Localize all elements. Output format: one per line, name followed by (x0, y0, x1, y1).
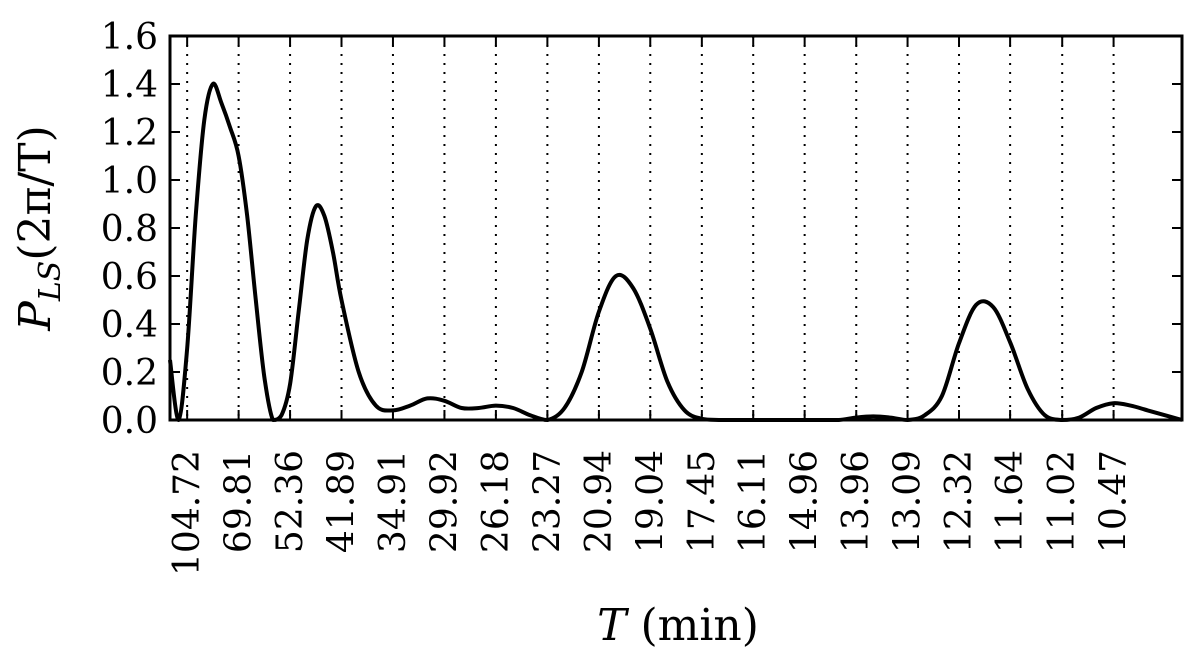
y-tick-label: 1.4 (101, 65, 158, 106)
y-tick-label: 1.2 (101, 113, 158, 154)
x-axis-label-var: T (597, 600, 630, 651)
y-ticks (170, 35, 1182, 421)
x-tick-label: 23.27 (527, 450, 568, 553)
y-axis-label-sub: LS (33, 261, 68, 302)
x-tick-label: 13.09 (888, 450, 929, 553)
x-tick-label: 10.47 (1094, 450, 1135, 553)
x-ticks (186, 36, 1115, 420)
x-axis-label-unit: (min) (626, 600, 758, 651)
x-tick-labels: 104.72 69.81 52.36 41.89 34.91 29.92 26.18 23.2… (167, 450, 1134, 576)
y-tick-labels: 0.0 0.2 0.4 0.6 0.8 1.0 1.2 1.4 1.6 (101, 17, 158, 442)
x-tick-label: 104.72 (167, 450, 208, 576)
x-tick-label: 29.92 (424, 450, 465, 553)
x-tick-label: 26.18 (476, 450, 517, 553)
x-tick-label: 16.11 (733, 450, 774, 553)
x-tick-label: 20.94 (579, 450, 620, 553)
x-axis-label: T (min) (597, 600, 759, 651)
x-tick-label: 69.81 (219, 450, 260, 553)
y-tick-label: 0.8 (101, 209, 158, 250)
x-tick-label: 41.89 (322, 450, 363, 553)
x-tick-label: 12.32 (939, 450, 980, 553)
x-tick-label: 13.96 (836, 450, 877, 553)
y-axis-label-arg: (2π/T) (10, 125, 61, 260)
x-tick-label: 11.02 (1042, 450, 1083, 553)
y-tick-label: 0.6 (101, 257, 158, 298)
x-tick-label: 52.36 (270, 450, 311, 553)
x-tick-label: 34.91 (373, 450, 414, 553)
x-tick-label: 17.45 (682, 450, 723, 553)
y-tick-label: 0.0 (101, 401, 158, 442)
y-axis-label-var: P (10, 300, 61, 332)
y-tick-label: 1.0 (101, 161, 158, 202)
grid-lines (186, 36, 1115, 420)
plot-frame (168, 34, 1184, 422)
y-tick-label: 1.6 (101, 17, 158, 58)
y-tick-label: 0.2 (101, 353, 158, 394)
y-axis-label: PLS(2π/T) (10, 125, 68, 332)
y-tick-label: 0.4 (101, 305, 158, 346)
x-tick-label: 14.96 (785, 450, 826, 553)
series-line (168, 81, 1183, 423)
x-tick-label: 11.64 (990, 450, 1031, 553)
x-tick-label: 19.04 (630, 450, 671, 553)
